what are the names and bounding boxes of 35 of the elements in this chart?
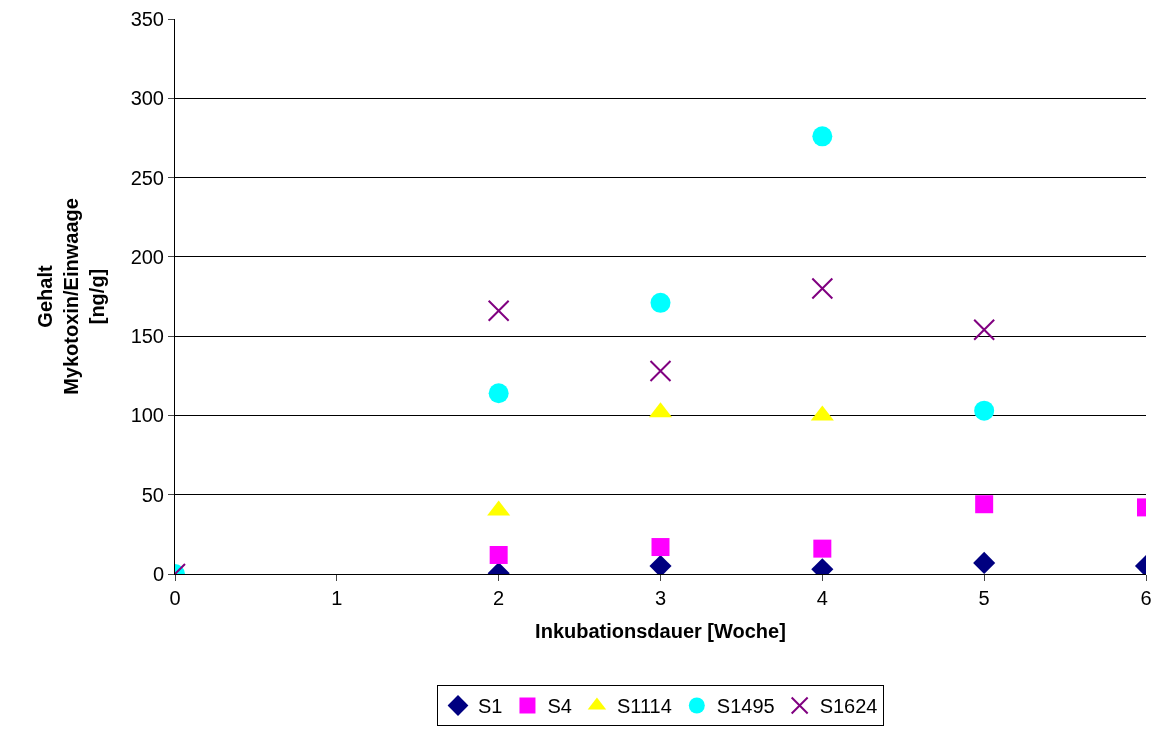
legend-label: S1114	[616, 695, 672, 718]
y-axis-title: Gehalt Mykotoxin/Einwaage [ng/g]	[34, 198, 109, 395]
point	[649, 360, 672, 383]
legend-label: S1495	[716, 695, 775, 718]
point	[812, 126, 833, 147]
point	[973, 318, 996, 341]
y-tick-label: 300	[130, 87, 164, 110]
y-tick-label: 250	[130, 166, 164, 189]
point	[974, 400, 995, 421]
x-tick-label: 0	[169, 587, 181, 609]
point	[651, 538, 670, 557]
point	[975, 495, 994, 514]
y-tick-label: 150	[130, 325, 164, 348]
x-tick-label: 4	[816, 587, 828, 609]
point	[973, 551, 996, 574]
y-tick-label: 0	[152, 563, 164, 585]
x-axis-title: Inkubationsdauer [Woche]	[535, 619, 786, 642]
x-tick-label: 3	[654, 587, 667, 609]
point	[488, 383, 509, 404]
y-tick-label: 100	[130, 404, 164, 427]
legend-label: S1	[478, 695, 503, 718]
x-tick-label: 6	[1140, 587, 1152, 609]
point	[813, 539, 832, 558]
point	[487, 299, 510, 322]
legend-label: S4	[547, 695, 572, 718]
y-tick-label: 50	[141, 483, 164, 506]
x-tick-label: 5	[978, 587, 990, 609]
point	[489, 545, 508, 564]
y-tick-label: 200	[130, 245, 164, 268]
y-tick-label: 350	[130, 8, 164, 30]
point	[650, 292, 671, 313]
x-tick-label: 2	[493, 587, 505, 609]
legend-label: S1624	[819, 695, 878, 718]
point	[811, 277, 834, 300]
x-tick-label: 1	[331, 587, 343, 609]
